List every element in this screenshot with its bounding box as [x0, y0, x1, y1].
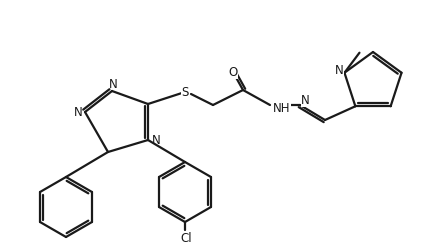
- Text: O: O: [228, 66, 238, 79]
- Text: S: S: [181, 85, 189, 99]
- Text: N: N: [152, 135, 160, 147]
- Text: N: N: [301, 93, 309, 107]
- Text: Cl: Cl: [180, 232, 192, 244]
- Text: N: N: [74, 107, 83, 119]
- Text: N: N: [109, 78, 117, 90]
- Text: NH: NH: [273, 102, 291, 114]
- Text: N: N: [335, 64, 344, 77]
